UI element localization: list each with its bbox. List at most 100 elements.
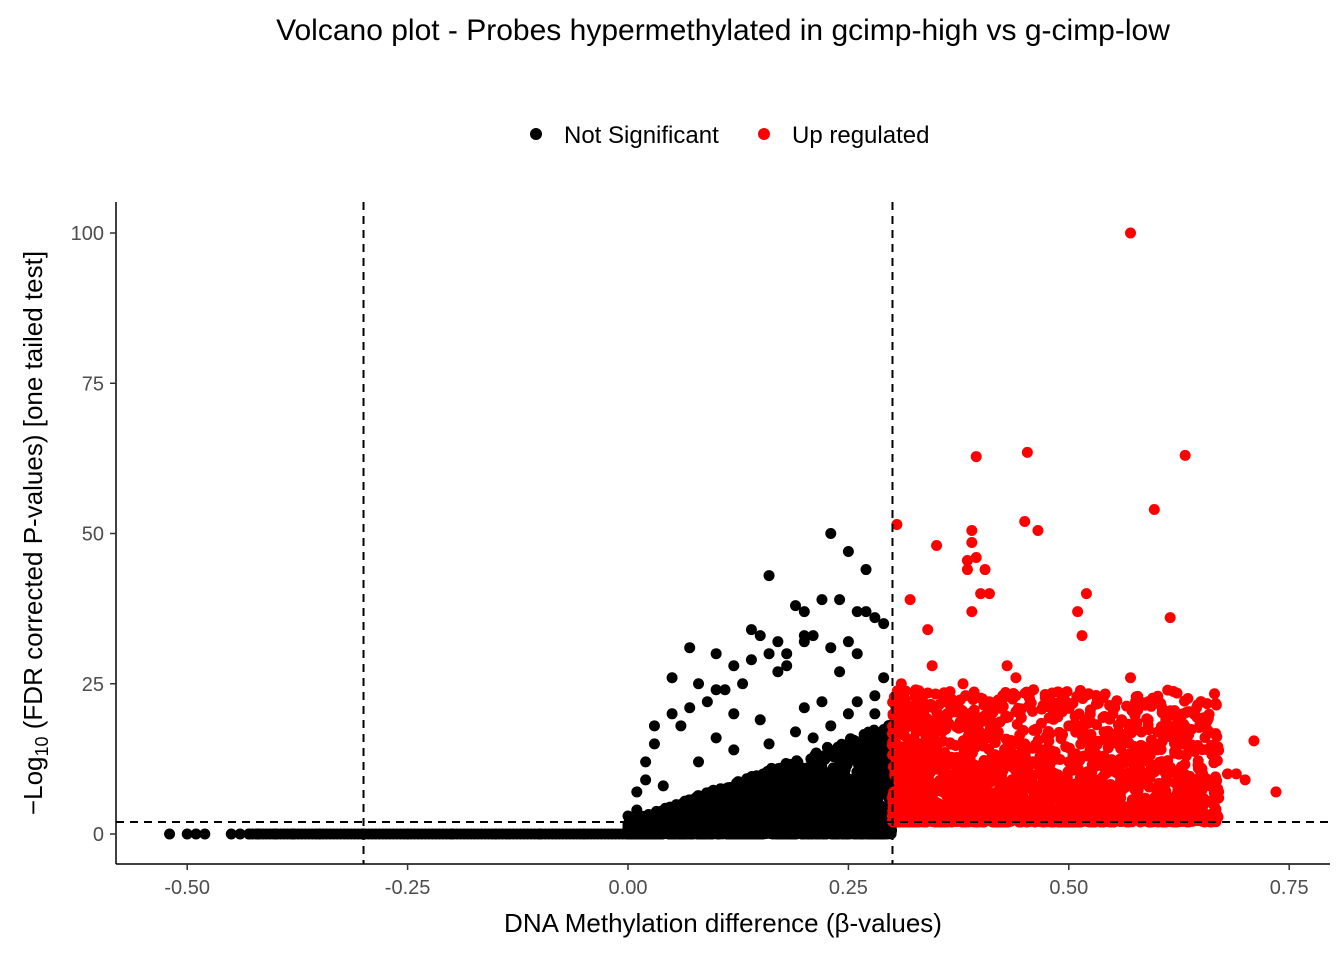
data-point-up-regulated — [1213, 786, 1225, 798]
data-point-up-regulated — [1190, 814, 1202, 826]
data-point-up-regulated — [1171, 687, 1183, 699]
data-point-up-regulated — [961, 564, 973, 576]
data-point-up-regulated — [1182, 801, 1194, 813]
data-point-up-regulated — [958, 749, 970, 761]
data-point-not-significant — [798, 606, 810, 618]
x-tick-label: 0.00 — [609, 877, 648, 899]
data-point-not-significant — [763, 800, 775, 812]
data-point-not-significant — [723, 805, 735, 817]
data-point-up-regulated — [1186, 780, 1198, 792]
data-point-not-significant — [763, 738, 775, 750]
data-point-not-significant — [853, 742, 865, 754]
data-point-not-significant — [745, 624, 757, 636]
data-point-up-regulated — [1192, 740, 1204, 752]
data-point-up-regulated — [979, 564, 991, 576]
data-point-not-significant — [811, 797, 823, 809]
data-point-not-significant — [792, 787, 804, 799]
data-point-up-regulated — [931, 726, 943, 738]
data-point-not-significant — [740, 827, 752, 839]
y-tick-label: 100 — [71, 223, 104, 245]
data-point-up-regulated — [1042, 726, 1054, 738]
y-axis-title-prefix: −Log — [18, 756, 48, 815]
data-point-not-significant — [798, 636, 810, 648]
data-point-up-regulated — [1036, 703, 1048, 715]
data-point-up-regulated — [1142, 714, 1154, 726]
data-point-not-significant — [648, 720, 660, 732]
data-point-not-significant — [199, 828, 211, 840]
x-tick-label: -0.50 — [164, 877, 210, 899]
data-point-up-regulated — [895, 708, 907, 720]
data-point-up-regulated — [1078, 798, 1090, 810]
data-point-up-regulated — [1010, 706, 1022, 718]
data-point-up-regulated — [1053, 805, 1065, 817]
data-point-up-regulated — [1010, 690, 1022, 702]
data-point-not-significant — [763, 648, 775, 660]
data-point-up-regulated — [954, 782, 966, 794]
data-point-up-regulated — [1019, 515, 1031, 527]
data-point-not-significant — [833, 802, 845, 814]
data-point-up-regulated — [970, 451, 982, 463]
data-point-not-significant — [798, 702, 810, 714]
data-point-up-regulated — [1061, 686, 1073, 698]
data-point-up-regulated — [1175, 761, 1187, 773]
x-tick-label: -0.25 — [385, 877, 431, 899]
data-point-up-regulated — [926, 660, 938, 672]
data-point-up-regulated — [908, 762, 920, 774]
data-point-not-significant — [869, 690, 881, 702]
data-point-up-regulated — [937, 765, 949, 777]
data-point-up-regulated — [1097, 711, 1109, 723]
data-point-not-significant — [875, 736, 887, 748]
data-point-up-regulated — [898, 687, 910, 699]
y-tick-label: 25 — [82, 674, 104, 696]
data-point-not-significant — [666, 672, 678, 684]
data-point-not-significant — [754, 630, 766, 642]
data-point-up-regulated — [1076, 630, 1088, 642]
data-point-up-regulated — [1062, 788, 1074, 800]
legend-marker-up-regulated — [758, 128, 770, 140]
data-point-up-regulated — [1114, 739, 1126, 751]
data-point-up-regulated — [893, 771, 905, 783]
data-point-up-regulated — [1010, 672, 1022, 684]
data-point-up-regulated — [941, 689, 953, 701]
data-point-not-significant — [767, 823, 779, 835]
data-point-not-significant — [402, 828, 414, 840]
data-point-up-regulated — [913, 798, 925, 810]
data-point-not-significant — [777, 824, 789, 836]
y-axis-title-subscript: 10 — [32, 736, 52, 756]
data-point-up-regulated — [891, 518, 903, 530]
data-point-up-regulated — [922, 624, 934, 636]
data-point-up-regulated — [1059, 779, 1071, 791]
data-point-not-significant — [816, 594, 828, 606]
data-point-not-significant — [869, 746, 881, 758]
data-point-up-regulated — [1137, 746, 1149, 758]
data-point-not-significant — [648, 738, 660, 750]
legend-marker-not-significant — [530, 128, 542, 140]
data-point-not-significant — [712, 812, 724, 824]
data-point-not-significant — [710, 648, 722, 660]
data-point-not-significant — [757, 818, 769, 830]
data-point-not-significant — [702, 801, 714, 813]
data-point-up-regulated — [931, 540, 943, 552]
data-point-up-regulated — [1160, 714, 1172, 726]
data-point-not-significant — [810, 747, 822, 759]
chart-title: Volcano plot - Probes hypermethylated in… — [276, 14, 1170, 47]
data-point-not-significant — [861, 785, 873, 797]
data-point-up-regulated — [919, 749, 931, 761]
data-point-up-regulated — [1107, 732, 1119, 744]
data-point-up-regulated — [1162, 684, 1174, 696]
data-point-up-regulated — [1116, 774, 1128, 786]
data-point-up-regulated — [1202, 724, 1214, 736]
data-point-not-significant — [790, 726, 802, 738]
data-point-not-significant — [693, 678, 705, 690]
data-point-up-regulated — [1177, 708, 1189, 720]
data-point-up-regulated — [966, 733, 978, 745]
data-point-not-significant — [655, 805, 667, 817]
data-point-up-regulated — [906, 701, 918, 713]
data-point-up-regulated — [1221, 768, 1233, 780]
data-point-not-significant — [269, 828, 281, 840]
data-point-up-regulated — [1072, 812, 1084, 824]
data-point-up-regulated — [957, 705, 969, 717]
data-point-up-regulated — [1145, 759, 1157, 771]
data-point-up-regulated — [894, 743, 906, 755]
